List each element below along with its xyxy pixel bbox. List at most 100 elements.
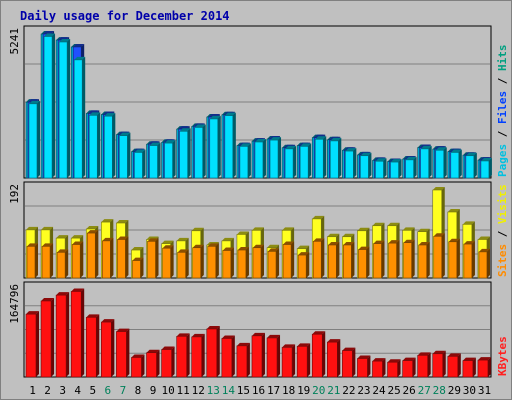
kbytes-kbytes-bar [191,336,203,378]
kbytes-kbytes-bar [462,360,474,378]
pages-files-hits-pages-bar-top [465,152,477,156]
kbytes-kbytes-bar-top [56,292,70,296]
kbytes-kbytes-bar-top [342,347,356,351]
kbytes-kbytes-bar [176,336,187,378]
kbytes-kbytes-bar-side [246,342,250,377]
pages-files-hits-pages-bar-top [375,158,387,162]
pages-files-hits-pages-bar-side [428,145,432,178]
pages-files-hits-legend: Pages / Files / Hits [496,45,509,178]
kbytes-kbytes-bar [357,358,368,378]
visits-sites-visits-bar-top [116,220,129,223]
kbytes-kbytes-bar [477,359,489,378]
kbytes-kbytes-bar-side [442,350,446,377]
visits-sites-sites-bar [147,241,156,279]
visits-sites-sites-bar-top [57,249,69,253]
visits-sites-sites-bar-side [35,243,38,278]
pages-files-hits-pages-bar-top [209,115,221,119]
pages-files-hits-pages-bar-top [345,148,357,152]
visits-sites-visits-bar-top [131,247,144,251]
visits-sites-sites-bar [267,251,277,279]
visits-sites-visits-bar-top [236,231,249,235]
visits-sites-sites-bar-side [260,244,264,278]
visits-sites-sites-bar [237,249,247,279]
pages-files-hits-pages-bar [58,41,68,179]
visits-sites-sites-bar [41,246,51,279]
visits-sites-sites-bar-top [328,242,340,245]
visits-sites-sites-bar-top [313,238,325,242]
pages-files-hits-pages-bar-top [420,145,432,149]
pages-files-hits-pages-bar-side [413,156,417,178]
day-label: 8 [135,384,142,397]
kbytes-kbytes-bar-top [206,325,220,329]
pages-files-hits-pages-bar-side [217,115,221,178]
kbytes-kbytes-bar-top [282,344,296,348]
kbytes-kbytes-bar [146,352,157,378]
pages-files-hits-pages-bar [480,160,490,179]
visits-sites-visits-bar-top [417,228,430,232]
visits-sites-visits-bar-top [372,222,385,226]
kbytes-kbytes-bar-side [171,346,175,377]
pages-files-hits-pages-bar-top [194,124,206,128]
kbytes-kbytes-bar-side [487,357,491,377]
pages-files-hits-pages-bar [299,146,309,179]
visits-sites-sites-bar [162,247,171,279]
pages-files-hits-pages-bar-side [353,148,357,178]
pages-files-hits-pages-bar [134,152,143,179]
pages-files-hits-pages-bar [420,148,429,179]
day-label: 11 [177,384,190,397]
visits-sites-sites-bar-top [478,248,490,252]
visits-sites-sites-bar-side [471,241,475,278]
day-label: 19 [297,384,310,397]
pages-files-hits-pages-bar [390,161,399,179]
pages-files-hits-pages-bar-side [82,56,86,178]
pages-files-hits-files-bar-top [73,43,85,47]
day-label: 13 [207,384,220,397]
kbytes-kbytes-bar-side [156,349,160,377]
kbytes-kbytes-bar-top [357,355,371,359]
visits-sites-sites-bar-top [42,243,54,247]
visits-sites-max-label: 192 [8,184,21,204]
visits-sites-visits-bar-top [387,222,400,226]
legend-files: Files [496,91,509,124]
visits-sites-visits-bar-top [267,244,280,248]
visits-sites-sites-bar-top [87,230,99,234]
pages-files-hits-pages-bar-side [202,124,206,178]
kbytes-kbytes-bar-top [221,335,235,339]
kbytes-kbytes-bar [85,317,97,378]
pages-files-hits-pages-bar-side [398,159,402,178]
visits-sites-sites-bar-side [306,252,310,278]
kbytes-kbytes-bar-side [337,339,341,377]
kbytes-kbytes-bar-top [41,297,55,301]
kbytes-kbytes-bar-side [51,297,55,377]
day-label: 14 [222,384,236,397]
visits-sites-sites-bar-side [381,240,385,278]
visits-sites-visits-bar-top [447,209,460,212]
kbytes-kbytes-bar-top [312,331,326,335]
pages-files-hits-pages-bar [450,152,460,179]
kbytes-kbytes-bar-top [71,288,85,292]
kbytes-kbytes-bar [266,337,278,378]
pages-files-hits-pages-bar-side [262,139,266,178]
day-label: 15 [237,384,250,397]
visits-sites-sites-bar-side [366,246,370,278]
kbytes-kbytes-bar-top [86,314,100,318]
visits-sites-sites-bar-top [418,242,430,245]
day-label: 23 [357,384,370,397]
visits-sites-sites-bar [327,244,337,279]
visits-sites-sites-bar-side [230,247,234,278]
visits-sites-sites-bar-side [486,248,490,278]
visits-sites-sites-bar [56,252,66,279]
visits-sites-legend: Sites / Visits [496,184,509,277]
visits-sites-sites-bar-side [245,247,249,278]
visits-sites-sites-bar [448,241,458,279]
day-label: 24 [372,384,386,397]
legend-separator: / [496,124,509,144]
kbytes-kbytes-bar-top [432,350,446,354]
pages-files-hits-pages-bar-side [383,158,387,178]
visits-sites-sites-bar-side [125,236,129,278]
pages-files-hits-pages-bar-side [458,149,462,178]
pages-files-hits-files-bar-top [43,31,55,34]
kbytes-kbytes-bar-top [101,319,115,323]
visits-sites-sites-bar-side [291,241,295,278]
pages-files-hits-pages-bar [345,150,354,179]
